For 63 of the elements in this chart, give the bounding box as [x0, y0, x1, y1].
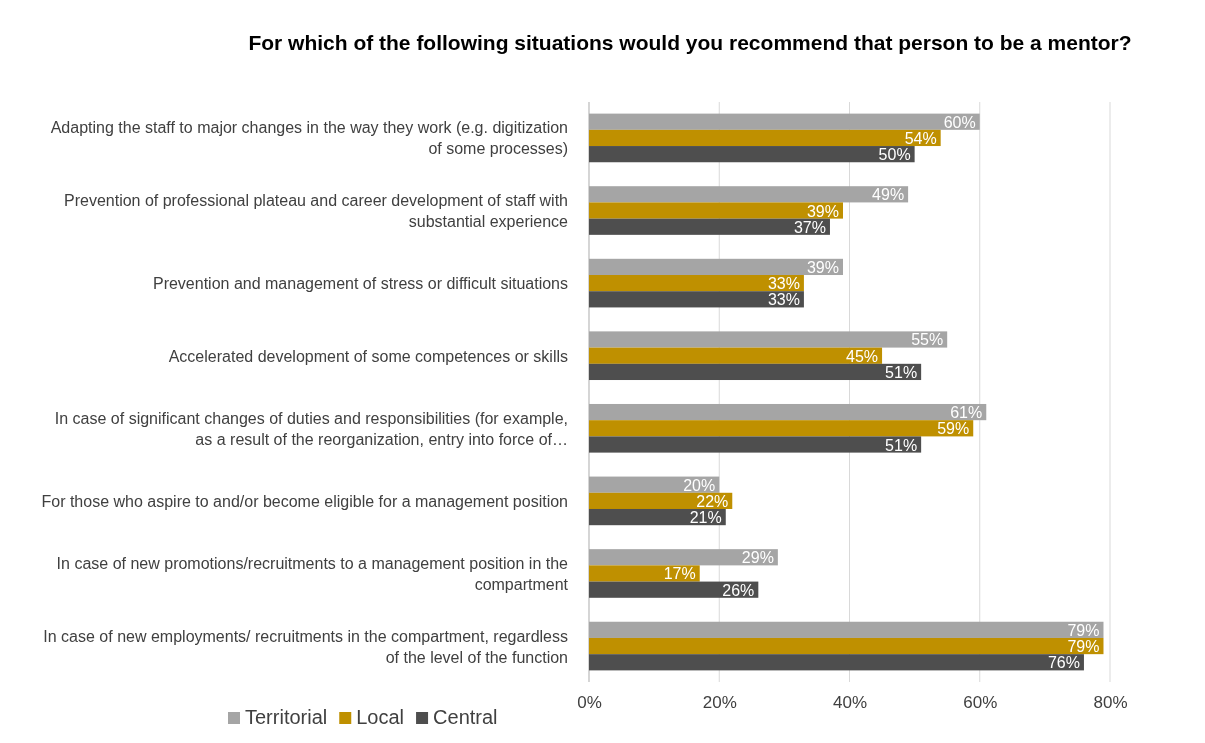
bar	[589, 129, 941, 147]
data-label: 45%	[846, 347, 879, 365]
chart-title: For which of the following situations would you recommend that person to be a mentor?	[248, 31, 1132, 54]
bar	[589, 621, 1104, 638]
y-tick-label: Prevention of professional plateau and career development of staff with substantial experience	[63, 192, 569, 231]
y-tick-label: Prevention and management of stress or difficult situations	[152, 275, 568, 293]
bar	[589, 113, 980, 130]
legend-label: Local	[356, 706, 405, 728]
bar	[589, 347, 883, 364]
data-label: 39%	[806, 202, 839, 220]
bar	[589, 363, 922, 381]
data-label: 51%	[885, 436, 918, 454]
y-tick-label: In case of new promotions/recruitments to a management position in the compartment	[56, 554, 569, 593]
data-label: 79%	[1067, 638, 1100, 656]
data-label: 50%	[878, 146, 911, 164]
bar	[589, 549, 778, 566]
data-label: 17%	[663, 565, 696, 583]
data-label: 26%	[722, 581, 755, 599]
data-label: 21%	[689, 509, 722, 527]
x-tick-label: 20%	[702, 693, 737, 713]
data-label: 60%	[943, 113, 976, 131]
bar	[589, 275, 804, 292]
data-label: 79%	[1067, 621, 1100, 639]
x-tick-label: 40%	[832, 693, 868, 713]
bar	[589, 637, 1104, 655]
data-label: 76%	[1047, 654, 1080, 672]
data-label: 33%	[767, 275, 800, 293]
data-label: 55%	[911, 331, 944, 349]
bar	[589, 403, 987, 421]
bar	[589, 202, 843, 219]
bar	[589, 508, 726, 526]
legend-label: Territorial	[245, 706, 328, 728]
bar	[589, 331, 948, 348]
bar	[589, 420, 974, 437]
y-tick-label: In case of significant changes of duties and responsibilities (for example, as a result of the reorganization, entry into force of…	[54, 409, 568, 448]
y-tick-label: Adapting the staff to major changes in the way they work (e.g. digitization of some processes)	[50, 119, 568, 158]
x-tick-label: 0%	[577, 693, 602, 713]
bar	[589, 654, 1084, 671]
data-label: 54%	[904, 129, 937, 147]
y-tick-label: For those who aspire to and/or become eligible for a management position	[41, 492, 568, 510]
data-label: 33%	[767, 291, 800, 309]
data-label: 49%	[872, 186, 905, 204]
x-tick-label: 80%	[1093, 693, 1128, 713]
y-tick-label: Accelerated development of some competences or skills	[168, 347, 568, 365]
data-label: 59%	[937, 420, 970, 438]
bar	[589, 291, 804, 308]
data-label: 22%	[696, 492, 729, 510]
bar	[589, 565, 700, 582]
bar	[589, 436, 922, 453]
bar	[589, 581, 759, 598]
bar	[589, 146, 915, 163]
data-label: 39%	[806, 258, 839, 276]
data-label: 29%	[741, 549, 774, 567]
bar	[589, 218, 830, 235]
data-label: 51%	[885, 363, 918, 381]
data-label: 37%	[793, 218, 826, 236]
data-label: 61%	[950, 404, 983, 422]
data-label: 20%	[683, 476, 716, 494]
y-tick-label: In case of new employments/ recruitments in the compartment, regardless of the level of the function	[43, 627, 568, 666]
bar	[589, 186, 909, 203]
legend-label: Central	[433, 706, 498, 728]
bar	[589, 258, 843, 276]
x-tick-label: 60%	[963, 693, 998, 713]
